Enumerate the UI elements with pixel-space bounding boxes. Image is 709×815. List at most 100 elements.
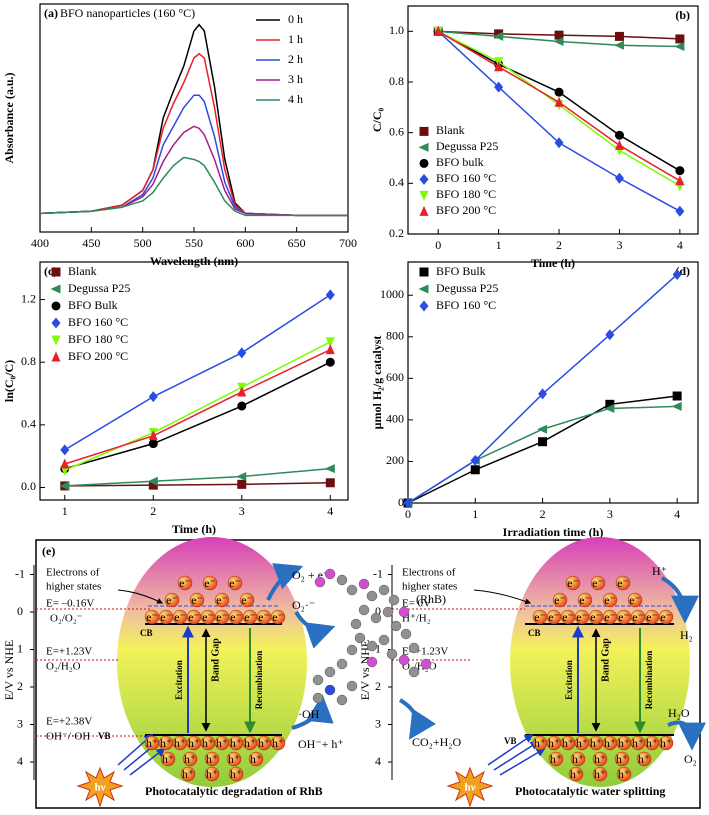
marker <box>675 166 685 176</box>
energy-tick-label: 0 <box>375 604 381 618</box>
arrow <box>117 589 164 604</box>
y-tick-label: 0.8 <box>21 354 36 368</box>
marker <box>494 29 504 39</box>
carrier-label: e⁻ <box>604 593 616 607</box>
series-line <box>64 294 331 451</box>
carrier-label: e⁻ <box>579 593 591 607</box>
carrier <box>552 592 568 608</box>
marker <box>672 268 682 280</box>
legend-marker <box>51 317 61 329</box>
legend-marker <box>51 351 61 362</box>
arrow-label: Excitation <box>564 660 574 700</box>
marker <box>470 465 480 475</box>
marker <box>675 205 685 217</box>
arrow-label: Band Gap <box>210 638 221 682</box>
carrier <box>616 766 632 782</box>
series-line <box>64 341 331 471</box>
arrow <box>294 610 336 649</box>
carrier <box>228 766 244 782</box>
y-tick-label: 400 <box>386 412 404 426</box>
carrier <box>202 575 218 591</box>
marker <box>325 344 335 355</box>
carrier-label: h⁺ <box>638 752 650 766</box>
carrier <box>590 575 606 591</box>
carrier-label: h⁺ <box>604 736 616 750</box>
carrier <box>180 766 196 782</box>
molecule-atom <box>366 656 378 668</box>
carrier <box>548 751 564 767</box>
molecule-atom <box>336 658 348 670</box>
legend-marker <box>50 284 61 294</box>
carrier-label: h⁺ <box>258 736 270 750</box>
carrier-label: e⁻ <box>548 610 560 624</box>
molecule-atom <box>358 604 370 616</box>
marker <box>614 130 624 140</box>
carrier-label: e⁻ <box>604 610 616 624</box>
arrow-label: Excitation <box>174 660 184 700</box>
carrier <box>227 575 243 591</box>
x-tick-label: 600 <box>236 236 254 250</box>
molecule-atom <box>312 692 324 704</box>
carrier <box>177 575 193 591</box>
panel-label: (e) <box>42 544 55 558</box>
legend-marker <box>51 267 61 277</box>
legend-marker <box>419 126 429 136</box>
molecule-atom <box>312 674 324 686</box>
note: higher states <box>402 581 457 593</box>
marker <box>538 388 548 400</box>
legend-label: 0 h <box>288 12 303 26</box>
y-tick-label: 200 <box>386 453 404 467</box>
light-ray <box>129 747 166 776</box>
x-tick-label: 700 <box>339 236 357 250</box>
carrier-label: e⁻ <box>258 610 270 624</box>
energy-tick-label: 1 <box>17 641 23 655</box>
legend-label: Degussa P25 <box>436 281 498 295</box>
y-tick-label: 0.4 <box>21 417 36 431</box>
y-axis-label: ln(C₀/C) <box>2 360 16 402</box>
energy-tick-label: 2 <box>17 679 23 693</box>
energy-tick-label: 3 <box>17 716 23 730</box>
marker <box>325 357 335 367</box>
y-tick-label: 600 <box>386 370 404 384</box>
x-tick-label: 2 <box>556 238 562 252</box>
carrier-label: h⁺ <box>572 752 584 766</box>
y-axis-label: µmol H₂/g catalyst <box>370 336 384 430</box>
series-line <box>39 156 348 217</box>
carrier-label: h⁺ <box>632 736 644 750</box>
legend-label: 2 h <box>288 52 303 66</box>
carrier <box>239 592 255 608</box>
legend-label: BFO Bulk <box>68 298 118 312</box>
x-tick-label: 3 <box>616 238 622 252</box>
legend-label: BFO 160 °C <box>436 171 496 185</box>
y-axis-label: Absorbance (a.u.) <box>2 72 16 163</box>
level-label: OH⁻/·OH <box>46 731 90 743</box>
legend-label: 3 h <box>288 72 303 86</box>
carrier-label: e⁻ <box>229 576 241 590</box>
x-axis-label: Wavelength (nm) <box>150 254 238 268</box>
caption: Photocatalytic degradation of RhB <box>145 784 323 798</box>
carrier-label: h⁺ <box>146 736 158 750</box>
carrier-label: h⁺ <box>550 752 562 766</box>
level-label: E= –0.16V <box>46 598 94 610</box>
carrier-label: h⁺ <box>230 736 242 750</box>
carrier-label: e⁻ <box>617 576 629 590</box>
reaction: OH⁻+ h⁺ <box>298 737 344 751</box>
molecule-atom <box>314 576 326 588</box>
carrier <box>270 609 286 625</box>
plot-frame <box>407 261 699 504</box>
carrier <box>565 575 581 591</box>
legend-label: 1 h <box>288 32 303 46</box>
marker <box>554 96 564 107</box>
carrier-label: e⁻ <box>592 576 604 590</box>
molecule-atom <box>346 584 358 596</box>
carrier-label: h⁺ <box>618 736 630 750</box>
carrier <box>658 735 674 751</box>
series-line <box>39 52 348 217</box>
carrier-label: e⁻ <box>244 610 256 624</box>
x-tick-label: 500 <box>134 236 152 250</box>
carrier-label: h⁺ <box>590 736 602 750</box>
y-tick-label: 1.2 <box>21 291 36 305</box>
molecule-atom <box>398 606 410 618</box>
carrier-label: h⁺ <box>646 736 658 750</box>
legend-label: Blank <box>436 123 465 137</box>
